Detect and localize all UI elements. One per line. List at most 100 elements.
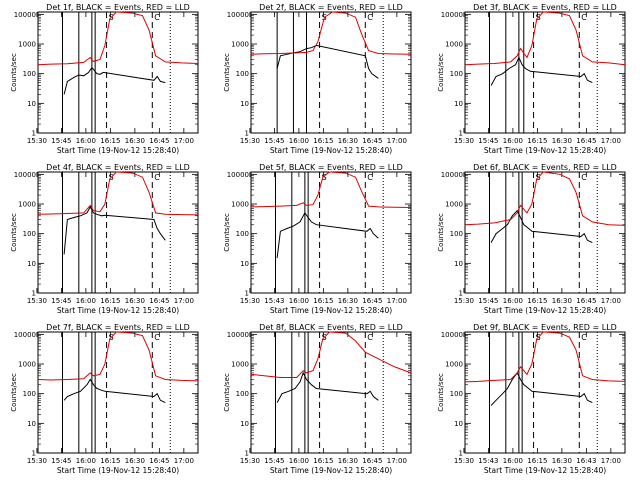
- detector-panel-8: Det 8f, BLACK = Events, RED = LLD 1 10 100 1…: [223, 323, 412, 475]
- attenuator-state-label: C: [154, 13, 160, 22]
- x-tick-label: 17:00: [174, 297, 194, 305]
- y-tick-label: 10000: [441, 331, 463, 339]
- x-tick-label: 17:00: [387, 297, 407, 305]
- panel-title: Det 9f, BLACK = Events, RED = LLD: [473, 323, 617, 332]
- y-tick-label: 10: [27, 100, 36, 108]
- x-tick-label: 15:30: [454, 137, 474, 145]
- x-tick-label: 17:00: [387, 457, 407, 465]
- y-tick-label: 1000: [18, 41, 36, 49]
- y-tick-label: 10: [27, 420, 36, 428]
- x-tick-label: 16:45: [362, 137, 382, 145]
- events-series-line: [63, 205, 166, 255]
- x-tick-label: 16:15: [100, 137, 120, 145]
- y-tick-label: 10: [240, 260, 249, 268]
- y-tick-label: 10000: [14, 11, 36, 19]
- x-tick-label: 16:15: [313, 457, 333, 465]
- x-axis-label: Start Time (19-Nov-12 15:28:40): [57, 466, 179, 475]
- lld-series-line: [250, 11, 412, 55]
- y-tick-label: 1: [245, 130, 249, 138]
- x-tick-label: 15:45: [264, 457, 284, 465]
- lld-series-line: [37, 171, 199, 216]
- y-tick-label: 10000: [441, 11, 463, 19]
- panel-title: Det 1f, BLACK = Events, RED = LLD: [46, 3, 190, 12]
- x-tick-label: 16:15: [527, 457, 547, 465]
- panel-title: Det 4f, BLACK = Events, RED = LLD: [46, 163, 190, 172]
- y-tick-label: 1: [459, 130, 463, 138]
- panel-title: Det 6f, BLACK = Events, RED = LLD: [473, 163, 617, 172]
- panel-title: Det 2f, BLACK = Events, RED = LLD: [259, 3, 403, 12]
- detector-panel-6: Det 6f, BLACK = Events, RED = LLD 1 10 100 1…: [437, 163, 626, 315]
- x-tick-label: 15:45: [51, 297, 71, 305]
- y-tick-label: 10: [454, 420, 463, 428]
- x-tick-label: 15:30: [240, 297, 260, 305]
- x-tick-label: 16:00: [503, 457, 523, 465]
- y-tick-label: 100: [23, 70, 36, 78]
- events-series-line: [276, 44, 379, 79]
- y-axis-label: Counts/sec: [437, 53, 445, 92]
- y-tick-label: 1000: [231, 201, 249, 209]
- y-tick-label: 1000: [18, 201, 36, 209]
- events-series-line: [490, 209, 593, 244]
- lld-series-line: [37, 331, 199, 382]
- y-tick-label: 10: [240, 100, 249, 108]
- x-tick-label: 16:45: [362, 457, 382, 465]
- detector-panel-3: Det 3f, BLACK = Events, RED = LLD 1 10 100 1…: [437, 3, 626, 155]
- y-tick-label: 100: [236, 70, 249, 78]
- x-axis-label: Start Time (19-Nov-12 15:28:40): [270, 306, 392, 315]
- attenuator-state-label: S: [322, 173, 327, 182]
- x-axis-label: Start Time (19-Nov-12 15:28:40): [57, 306, 179, 315]
- panel-title: Det 3f, BLACK = Events, RED = LLD: [473, 3, 617, 12]
- y-tick-label: 10: [454, 100, 463, 108]
- x-tick-label: 17:00: [174, 457, 194, 465]
- y-tick-label: 1: [32, 290, 36, 298]
- attenuator-state-label: C: [367, 333, 373, 342]
- x-tick-label: 15:43: [264, 297, 284, 305]
- x-tick-label: 15:30: [454, 457, 474, 465]
- x-tick-label: 15:45: [264, 137, 284, 145]
- x-tick-label: 16:45: [149, 457, 169, 465]
- y-tick-label: 1000: [445, 361, 463, 369]
- x-tick-label: 16:45: [362, 297, 382, 305]
- x-axis-label: Start Time (19-Nov-12 15:28:40): [484, 306, 606, 315]
- x-tick-label: 15:30: [27, 137, 47, 145]
- x-axis-label: Start Time (19-Nov-12 15:28:40): [57, 146, 179, 155]
- panel-title: Det 8f, BLACK = Events, RED = LLD: [259, 323, 403, 332]
- events-series-line: [276, 211, 379, 259]
- panel-title: Det 7f, BLACK = Events, RED = LLD: [46, 323, 190, 332]
- x-tick-label: 17:00: [601, 137, 621, 145]
- x-tick-label: 16:00: [289, 137, 309, 145]
- x-tick-label: 16:30: [338, 457, 358, 465]
- x-tick-label: 15:30: [240, 137, 260, 145]
- y-tick-label: 10: [27, 260, 36, 268]
- attenuator-state-label: C: [581, 173, 587, 182]
- y-tick-label: 1: [32, 450, 36, 458]
- detector-panel-2: Det 2f, BLACK = Events, RED = LLD 1 10 100 1…: [223, 3, 412, 155]
- x-tick-label: 17:00: [387, 137, 407, 145]
- x-tick-label: 16:30: [125, 137, 145, 145]
- x-tick-label: 16:43: [576, 457, 596, 465]
- y-tick-label: 1: [32, 130, 36, 138]
- x-tick-label: 15:45: [51, 457, 71, 465]
- y-tick-label: 10000: [441, 171, 463, 179]
- x-tick-label: 15:45: [478, 297, 498, 305]
- attenuator-state-label: C: [581, 333, 587, 342]
- lld-series-line: [250, 331, 412, 378]
- x-tick-label: 16:30: [125, 297, 145, 305]
- y-tick-label: 100: [23, 390, 36, 398]
- detector-panel-9: Det 9f, BLACK = Events, RED = LLD 1 10 100 1…: [437, 323, 626, 475]
- x-tick-label: 16:30: [125, 457, 145, 465]
- attenuator-state-label: C: [581, 13, 587, 22]
- x-tick-label: 15:45: [51, 137, 71, 145]
- x-tick-label: 16:45: [576, 297, 596, 305]
- x-tick-label: 15:30: [27, 297, 47, 305]
- y-tick-label: 10: [454, 260, 463, 268]
- y-tick-label: 10000: [14, 171, 36, 179]
- lld-series-line: [250, 171, 412, 208]
- x-tick-label: 15:30: [27, 457, 47, 465]
- y-tick-label: 10: [240, 420, 249, 428]
- y-tick-label: 1: [245, 450, 249, 458]
- x-axis-label: Start Time (19-Nov-12 15:28:40): [484, 146, 606, 155]
- events-series-line: [490, 371, 593, 406]
- panel-title: Det 5f, BLACK = Events, RED = LLD: [259, 163, 403, 172]
- y-axis-label: Counts/sec: [223, 53, 231, 92]
